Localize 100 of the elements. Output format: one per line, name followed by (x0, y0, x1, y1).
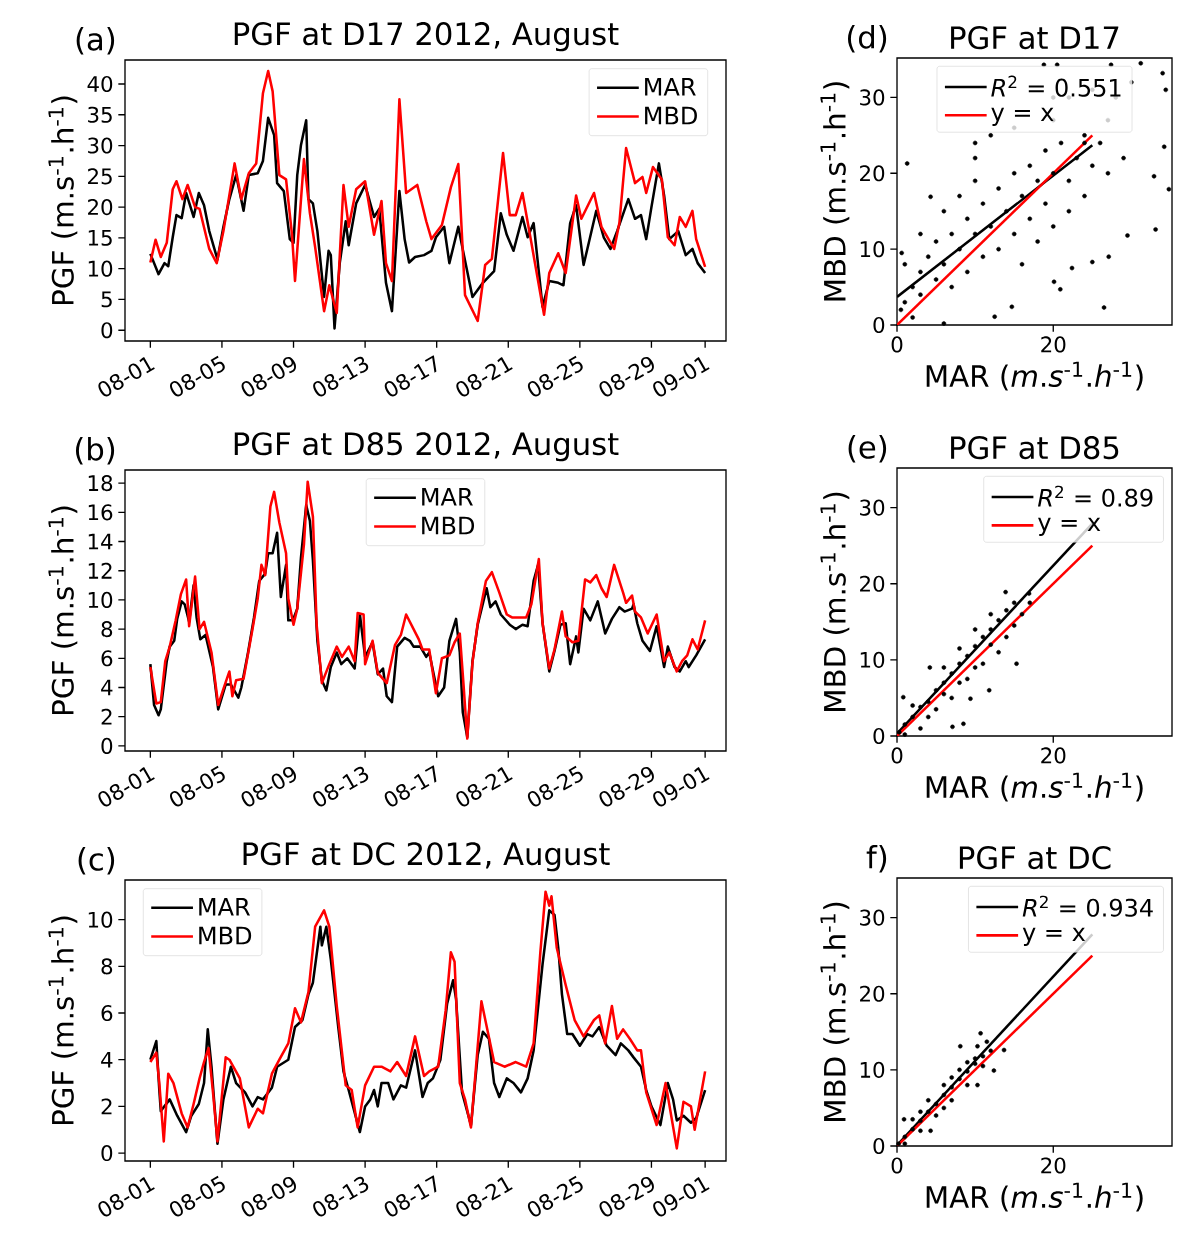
legend-label: y = x (1022, 927, 1086, 946)
y-tick-label: 20 (88, 199, 113, 216)
legend-label: MAR (199, 898, 251, 916)
point (927, 665, 933, 670)
point (918, 726, 923, 731)
point (1027, 600, 1033, 606)
point (1001, 1047, 1007, 1053)
text: (a) (76, 27, 115, 55)
point (933, 707, 939, 712)
point (986, 688, 992, 693)
chart-title: PGF at DC (959, 846, 1111, 870)
y-tick-label: 0 (101, 1145, 113, 1162)
point (941, 1082, 947, 1088)
point (897, 729, 902, 735)
point (972, 665, 978, 670)
point (965, 1082, 970, 1088)
point (910, 714, 915, 720)
y-axis-title: PGF (m.s$^{-1}$.h$^{-1}$) (48, 96, 78, 305)
point (996, 617, 1001, 623)
y-tick-label: 10 (860, 1061, 885, 1078)
text: (e) (848, 435, 887, 463)
y-tick-label: 15 (88, 229, 112, 246)
legend-label: MAR (645, 78, 696, 96)
y-tick-label: 30 (860, 909, 885, 926)
point (950, 724, 955, 730)
point (941, 1105, 947, 1111)
point (988, 611, 994, 617)
point (941, 680, 947, 685)
point (968, 696, 973, 701)
point (918, 704, 923, 710)
point (902, 722, 908, 727)
point (975, 1082, 980, 1088)
point (925, 714, 931, 720)
point (975, 1043, 980, 1049)
point (1019, 611, 1025, 617)
point (980, 634, 986, 640)
point (957, 661, 962, 666)
point (965, 1069, 970, 1074)
point (957, 1076, 962, 1082)
chart-title: PGF at D17 2012, August (234, 22, 619, 52)
y-tick-label: 8 (101, 621, 113, 638)
legend-label: R$^{2}$ = 0.89 (1037, 485, 1153, 507)
point (1011, 623, 1017, 628)
y-axis-title: MBD (m.s$^{-1}$.h$^{-1}$) (820, 902, 850, 1121)
y-tick-label: 30 (860, 89, 885, 106)
point (949, 695, 954, 701)
y-tick-label: 5 (101, 291, 112, 308)
text: MAR (m.s$^{-1}$.h$^{-1}$) (926, 361, 1143, 391)
y-tick-label: 10 (88, 591, 113, 608)
point (949, 1085, 954, 1090)
point (949, 1098, 954, 1103)
text: (b) (75, 437, 115, 465)
y-tick-label: 20 (860, 165, 885, 182)
y-tick-label: 18 (88, 475, 113, 492)
point (900, 694, 906, 700)
y-tick-label: 35 (88, 106, 112, 123)
point (980, 661, 986, 666)
y-tick-label: 20 (860, 985, 885, 1002)
point (965, 653, 970, 659)
point (941, 691, 947, 697)
legend-label: y = x (1038, 517, 1101, 536)
text: MAR (m.s$^{-1}$.h$^{-1}$) (926, 1182, 1143, 1212)
point (957, 646, 962, 651)
point (1014, 661, 1019, 666)
text: (c) (78, 847, 115, 875)
y-axis-title: PGF (m.s$^{-1}$.h$^{-1}$) (48, 506, 78, 715)
point (972, 643, 978, 649)
y-tick-label: 6 (101, 1004, 113, 1022)
point (901, 1117, 907, 1122)
point (988, 627, 994, 632)
point (928, 1128, 933, 1134)
y-tick-label: 10 (860, 651, 885, 668)
point (961, 721, 966, 727)
point (1011, 600, 1017, 606)
point (965, 676, 970, 682)
y-tick-label: 2 (101, 1098, 112, 1115)
point (949, 1075, 954, 1080)
point (918, 1128, 923, 1134)
point (972, 1056, 978, 1061)
y-tick-label: 16 (88, 504, 113, 521)
chart-title: PGF at D85 2012, August (234, 432, 619, 462)
y-tick-label: 6 (101, 650, 113, 667)
point (933, 1101, 939, 1107)
point (941, 665, 947, 670)
y-tick-label: 10 (860, 241, 885, 258)
point (988, 1048, 994, 1054)
y-tick-label: 30 (860, 499, 885, 516)
point (902, 1141, 908, 1146)
y-axis-title: MBD (m.s$^{-1}$.h$^{-1}$) (820, 492, 850, 711)
y-tick-label: 30 (88, 137, 113, 154)
y-tick-label: 12 (88, 562, 112, 579)
point (972, 1061, 978, 1067)
y-tick-label: 0 (873, 1137, 885, 1155)
y-tick-label: 0 (873, 727, 885, 745)
point (949, 671, 954, 676)
point (918, 1109, 923, 1114)
chart-title: PGF at DC 2012, August (243, 842, 610, 872)
y-tick-label: 4 (101, 679, 113, 696)
point (957, 680, 962, 685)
legend-label: MBD (422, 516, 475, 535)
